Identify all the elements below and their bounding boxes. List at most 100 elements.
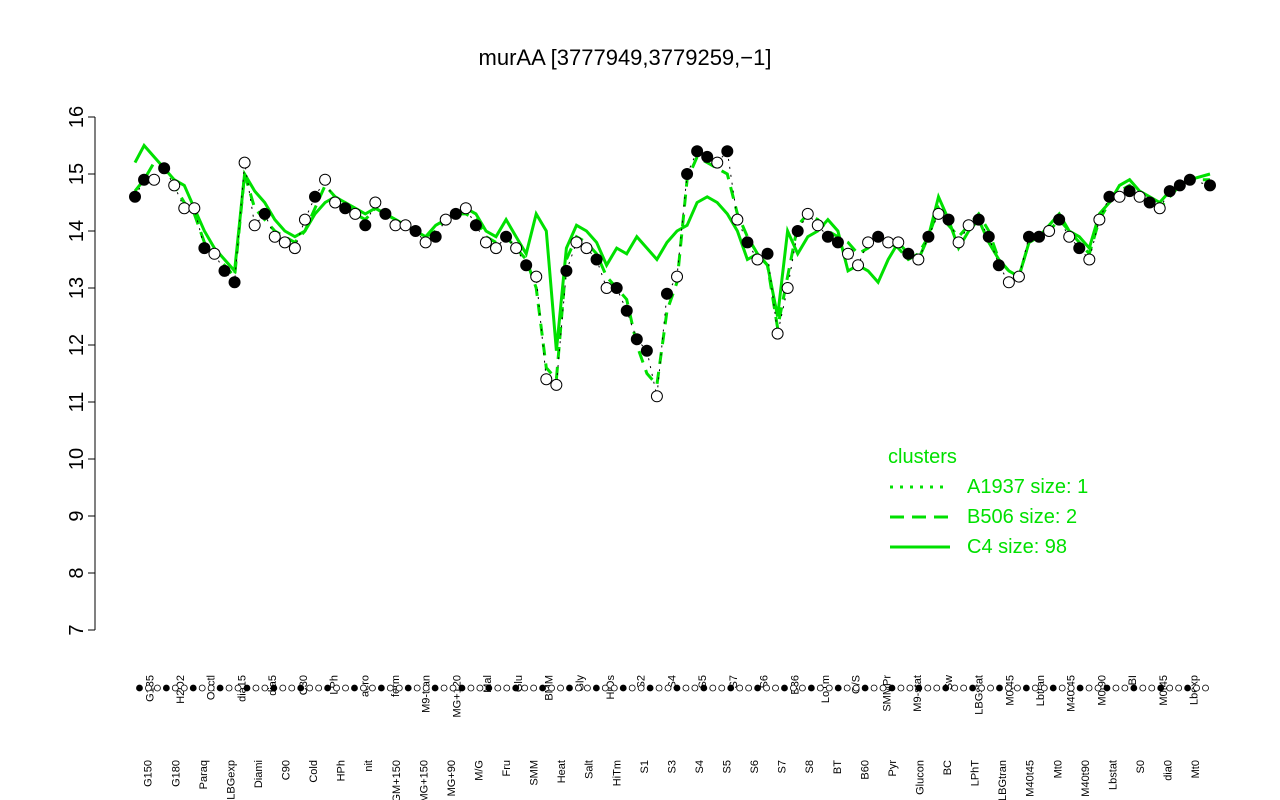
data-point — [329, 196, 342, 209]
condition-marker — [1139, 684, 1147, 692]
condition-marker — [1040, 684, 1048, 692]
condition-marker — [413, 684, 421, 692]
condition-label: B36 — [789, 675, 801, 695]
condition-marker — [198, 684, 206, 692]
data-point — [831, 236, 844, 249]
condition-label: Mt0 — [1052, 760, 1064, 778]
data-point — [238, 156, 251, 169]
condition-marker — [261, 684, 269, 692]
condition-label: M0t45 — [1158, 675, 1170, 706]
data-point — [1002, 276, 1015, 289]
data-point — [500, 230, 513, 243]
condition-marker — [225, 684, 233, 692]
data-point — [1123, 185, 1136, 198]
condition-marker — [1121, 684, 1129, 692]
data-point — [751, 253, 764, 266]
condition-label: Pyr — [887, 760, 899, 777]
condition-label: MG+90 — [446, 760, 458, 796]
condition-marker — [368, 684, 376, 692]
data-point — [821, 230, 834, 243]
data-point — [610, 282, 623, 294]
y-tick-label: 8 — [66, 567, 88, 578]
series-line-solid — [133, 142, 1211, 351]
condition-label: M9-tran — [421, 675, 433, 713]
data-point — [540, 373, 553, 386]
condition-marker — [852, 684, 860, 692]
data-point — [449, 207, 462, 220]
data-point — [972, 213, 985, 226]
condition-marker — [960, 684, 968, 692]
condition-marker — [637, 684, 645, 692]
data-point — [741, 236, 754, 249]
condition-marker — [942, 684, 950, 692]
y-tick-label: 15 — [66, 163, 88, 185]
data-point — [148, 173, 161, 186]
data-point — [620, 304, 633, 317]
data-point — [158, 162, 171, 175]
data-point — [701, 150, 714, 163]
condition-marker — [996, 684, 1003, 692]
condition-marker — [306, 684, 314, 692]
condition-marker — [485, 684, 493, 692]
data-point — [1073, 242, 1086, 255]
data-point — [801, 207, 814, 220]
data-point — [882, 236, 895, 249]
condition-marker — [1022, 684, 1030, 692]
condition-marker — [243, 684, 251, 692]
condition-label: GM+150 — [391, 760, 403, 800]
data-point — [922, 230, 935, 243]
condition-label: Paraq — [198, 760, 210, 789]
condition-label: C90 — [281, 760, 293, 780]
condition-label: Heat — [556, 760, 568, 783]
data-point — [1133, 190, 1146, 203]
condition-marker — [906, 684, 914, 692]
data-point — [1083, 253, 1096, 266]
data-point — [1113, 190, 1126, 203]
condition-label: nit — [363, 760, 375, 772]
data-point — [369, 196, 382, 209]
data-point — [761, 247, 774, 260]
data-point — [258, 207, 271, 220]
condition-marker — [297, 684, 305, 692]
condition-marker — [969, 684, 977, 692]
condition-label: Diami — [253, 760, 265, 788]
condition-marker — [1013, 684, 1021, 692]
data-point — [459, 202, 472, 215]
condition-marker — [646, 684, 654, 692]
condition-label: B60 — [859, 760, 871, 780]
condition-marker — [342, 684, 349, 692]
y-tick-label: 16 — [66, 106, 88, 128]
condition-label: dia15 — [236, 675, 248, 702]
condition-marker — [951, 684, 959, 692]
condition-marker — [682, 684, 690, 692]
condition-label: Glucon — [914, 760, 926, 795]
condition-label: LoTm — [820, 675, 832, 703]
condition-marker — [1094, 684, 1102, 692]
condition-marker — [270, 684, 278, 692]
condition-marker — [449, 684, 457, 692]
condition-marker — [252, 684, 260, 692]
condition-label: M40t45 — [1025, 760, 1037, 797]
condition-marker — [1112, 684, 1120, 692]
condition-marker — [834, 684, 842, 692]
condition-marker — [628, 684, 636, 692]
condition-label: SMM — [529, 760, 541, 786]
condition-marker — [512, 684, 520, 692]
condition-labels: G150 G180 Paraq LBGexp Diami C90 Cold HPh nit GM+… — [136, 675, 1209, 800]
condition-marker — [557, 684, 564, 692]
data-point — [178, 202, 191, 215]
condition-marker — [153, 684, 161, 692]
data-point — [640, 344, 653, 357]
condition-marker — [288, 684, 296, 692]
condition-label: SMMPr — [881, 675, 893, 712]
condition-marker — [575, 684, 582, 692]
data-point — [711, 156, 724, 169]
condition-label: MG+120 — [451, 675, 463, 718]
condition-marker — [807, 684, 815, 692]
condition-label: HiOs — [605, 675, 617, 700]
data-point — [872, 230, 885, 243]
condition-marker — [1193, 684, 1200, 692]
data-point — [309, 190, 322, 203]
data-point — [439, 213, 452, 226]
legend-label: A1937 size: 1 — [967, 476, 1088, 498]
